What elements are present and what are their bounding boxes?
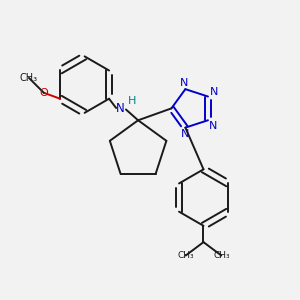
Text: N: N [180,78,188,88]
Text: CH₃: CH₃ [20,73,38,83]
Text: N: N [210,87,218,97]
Text: N: N [209,121,218,130]
Text: CH₃: CH₃ [213,251,230,260]
Text: N: N [116,101,125,115]
Text: N: N [181,129,190,139]
Text: CH₃: CH₃ [177,251,194,260]
Text: H: H [128,96,137,106]
Text: O: O [39,88,48,98]
